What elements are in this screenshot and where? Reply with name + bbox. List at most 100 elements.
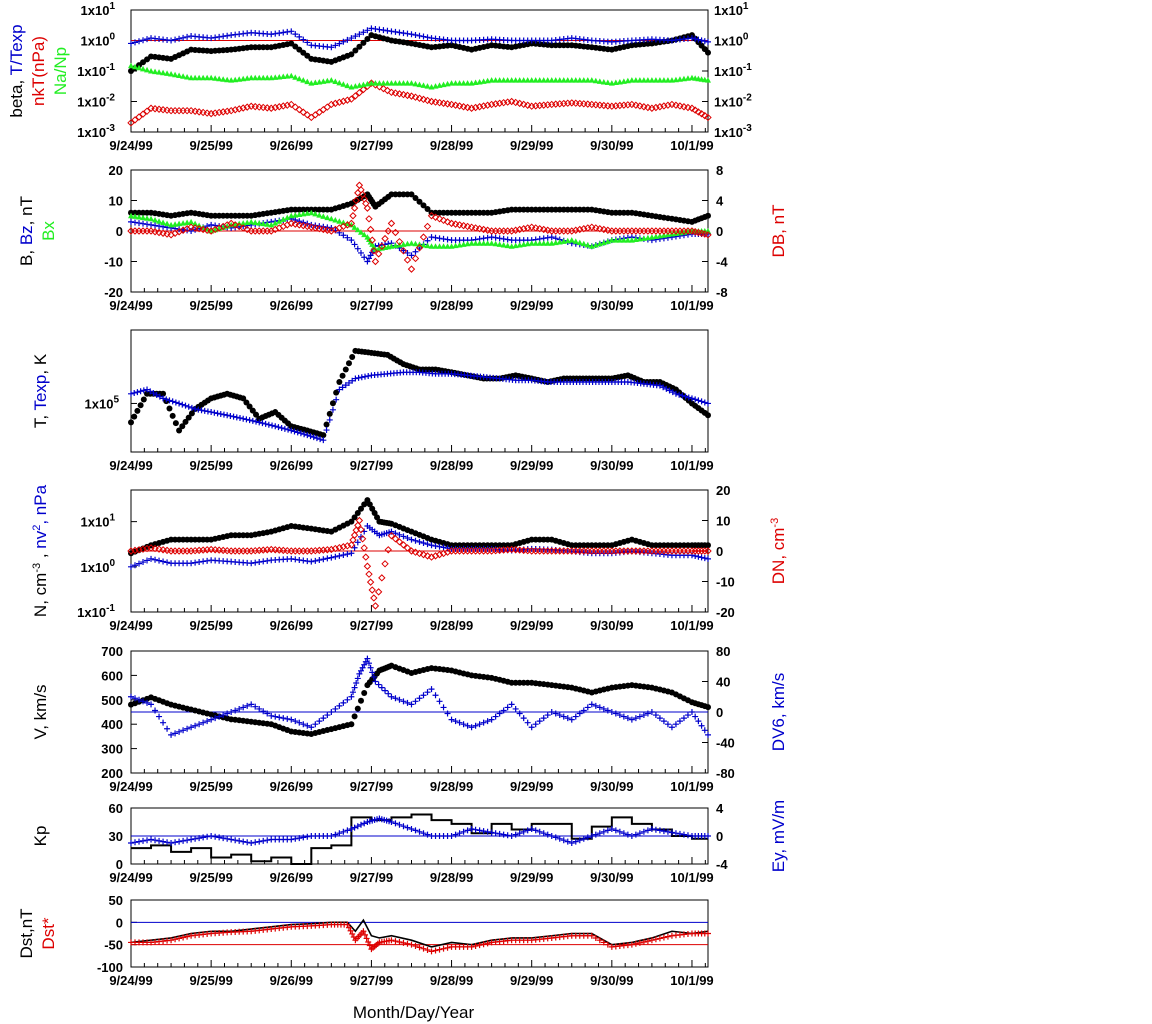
data-point	[183, 106, 191, 115]
data-point	[404, 940, 411, 947]
data-point	[388, 693, 395, 700]
data-point	[224, 412, 231, 419]
data-point	[340, 551, 347, 558]
data-point	[132, 695, 139, 702]
data-point	[264, 837, 271, 844]
data-point	[375, 681, 382, 688]
data-point	[370, 247, 378, 255]
data-point	[291, 428, 298, 435]
data-point	[345, 379, 352, 386]
data-point	[144, 36, 151, 43]
data-point	[243, 399, 250, 406]
panel-Kp: 9/24/99 9/25/99 9/26/99 9/27/99 9/28/99 9/29/…	[31, 800, 788, 885]
data-point	[370, 594, 378, 602]
data-point	[339, 384, 346, 391]
left-axis-label-part: ,	[31, 549, 50, 563]
data-point	[412, 80, 419, 87]
data-point	[705, 212, 711, 219]
data-point	[180, 934, 187, 941]
data-point	[592, 702, 599, 709]
data-point	[387, 88, 396, 97]
data-point	[528, 77, 535, 83]
data-point	[360, 29, 367, 36]
data-point	[128, 390, 134, 397]
data-point	[348, 35, 355, 42]
data-point	[483, 101, 492, 109]
data-point	[624, 237, 631, 243]
data-point	[652, 712, 659, 719]
data-point	[347, 219, 356, 228]
data-point	[415, 549, 424, 558]
data-point	[616, 712, 623, 719]
y-tick-label: 60	[109, 801, 123, 816]
data-point	[424, 242, 431, 249]
data-point	[176, 935, 183, 942]
data-point	[180, 727, 187, 734]
data-point	[468, 724, 475, 731]
data-point	[660, 102, 668, 110]
data-point	[148, 215, 155, 222]
x-tick-label: 9/28/99	[430, 298, 473, 313]
data-point	[419, 550, 428, 559]
data-point	[564, 715, 571, 722]
data-point	[182, 418, 189, 425]
data-point	[364, 258, 371, 265]
data-point	[596, 78, 603, 84]
data-point	[156, 713, 163, 720]
data-point	[701, 399, 708, 406]
data-point	[504, 704, 511, 711]
data-point	[201, 407, 208, 414]
data-point	[515, 225, 524, 234]
data-point	[316, 212, 323, 218]
data-point	[476, 721, 483, 728]
data-point	[265, 421, 272, 428]
data-point	[192, 559, 199, 566]
data-point	[349, 930, 356, 937]
data-point	[452, 80, 459, 86]
data-point	[632, 77, 639, 83]
data-point	[374, 588, 383, 596]
data-point	[423, 222, 432, 231]
data-point	[540, 240, 547, 246]
data-point	[212, 715, 219, 722]
data-point	[600, 78, 607, 85]
x-tick-label: 9/27/99	[350, 618, 393, 633]
data-point	[416, 538, 423, 545]
data-point	[648, 826, 655, 832]
data-point	[488, 240, 495, 246]
data-point	[169, 412, 176, 419]
data-point	[428, 948, 435, 955]
data-point	[160, 390, 167, 397]
y-tick-label-right: -4	[716, 255, 728, 270]
data-point	[391, 535, 400, 543]
data-point	[327, 545, 336, 554]
right-axis-label-part: -3	[769, 518, 781, 528]
y-tick-label: -100	[97, 960, 123, 975]
data-point	[156, 218, 163, 224]
data-point	[344, 551, 351, 558]
data-point	[271, 103, 279, 112]
data-point	[451, 220, 460, 228]
data-point	[354, 245, 361, 252]
right-axis-label: DN, cm-3	[769, 518, 788, 584]
data-point	[400, 939, 407, 946]
data-point	[352, 196, 360, 205]
x-tick-label: 10/1/99	[670, 618, 713, 633]
data-point	[132, 562, 139, 569]
data-point	[267, 104, 275, 112]
data-point	[171, 106, 179, 115]
data-point	[368, 586, 376, 594]
left-axis-label-part: beta,	[7, 75, 26, 117]
x-tick-label: 9/29/99	[510, 298, 553, 313]
data-point	[668, 724, 675, 731]
data-point	[464, 827, 471, 834]
data-point	[531, 224, 540, 232]
data-point	[361, 661, 368, 668]
data-point	[472, 943, 479, 950]
data-point	[412, 32, 419, 39]
data-point	[500, 242, 507, 248]
data-point	[691, 547, 699, 555]
data-point	[256, 220, 263, 226]
data-point	[360, 39, 367, 46]
data-point	[220, 712, 227, 719]
